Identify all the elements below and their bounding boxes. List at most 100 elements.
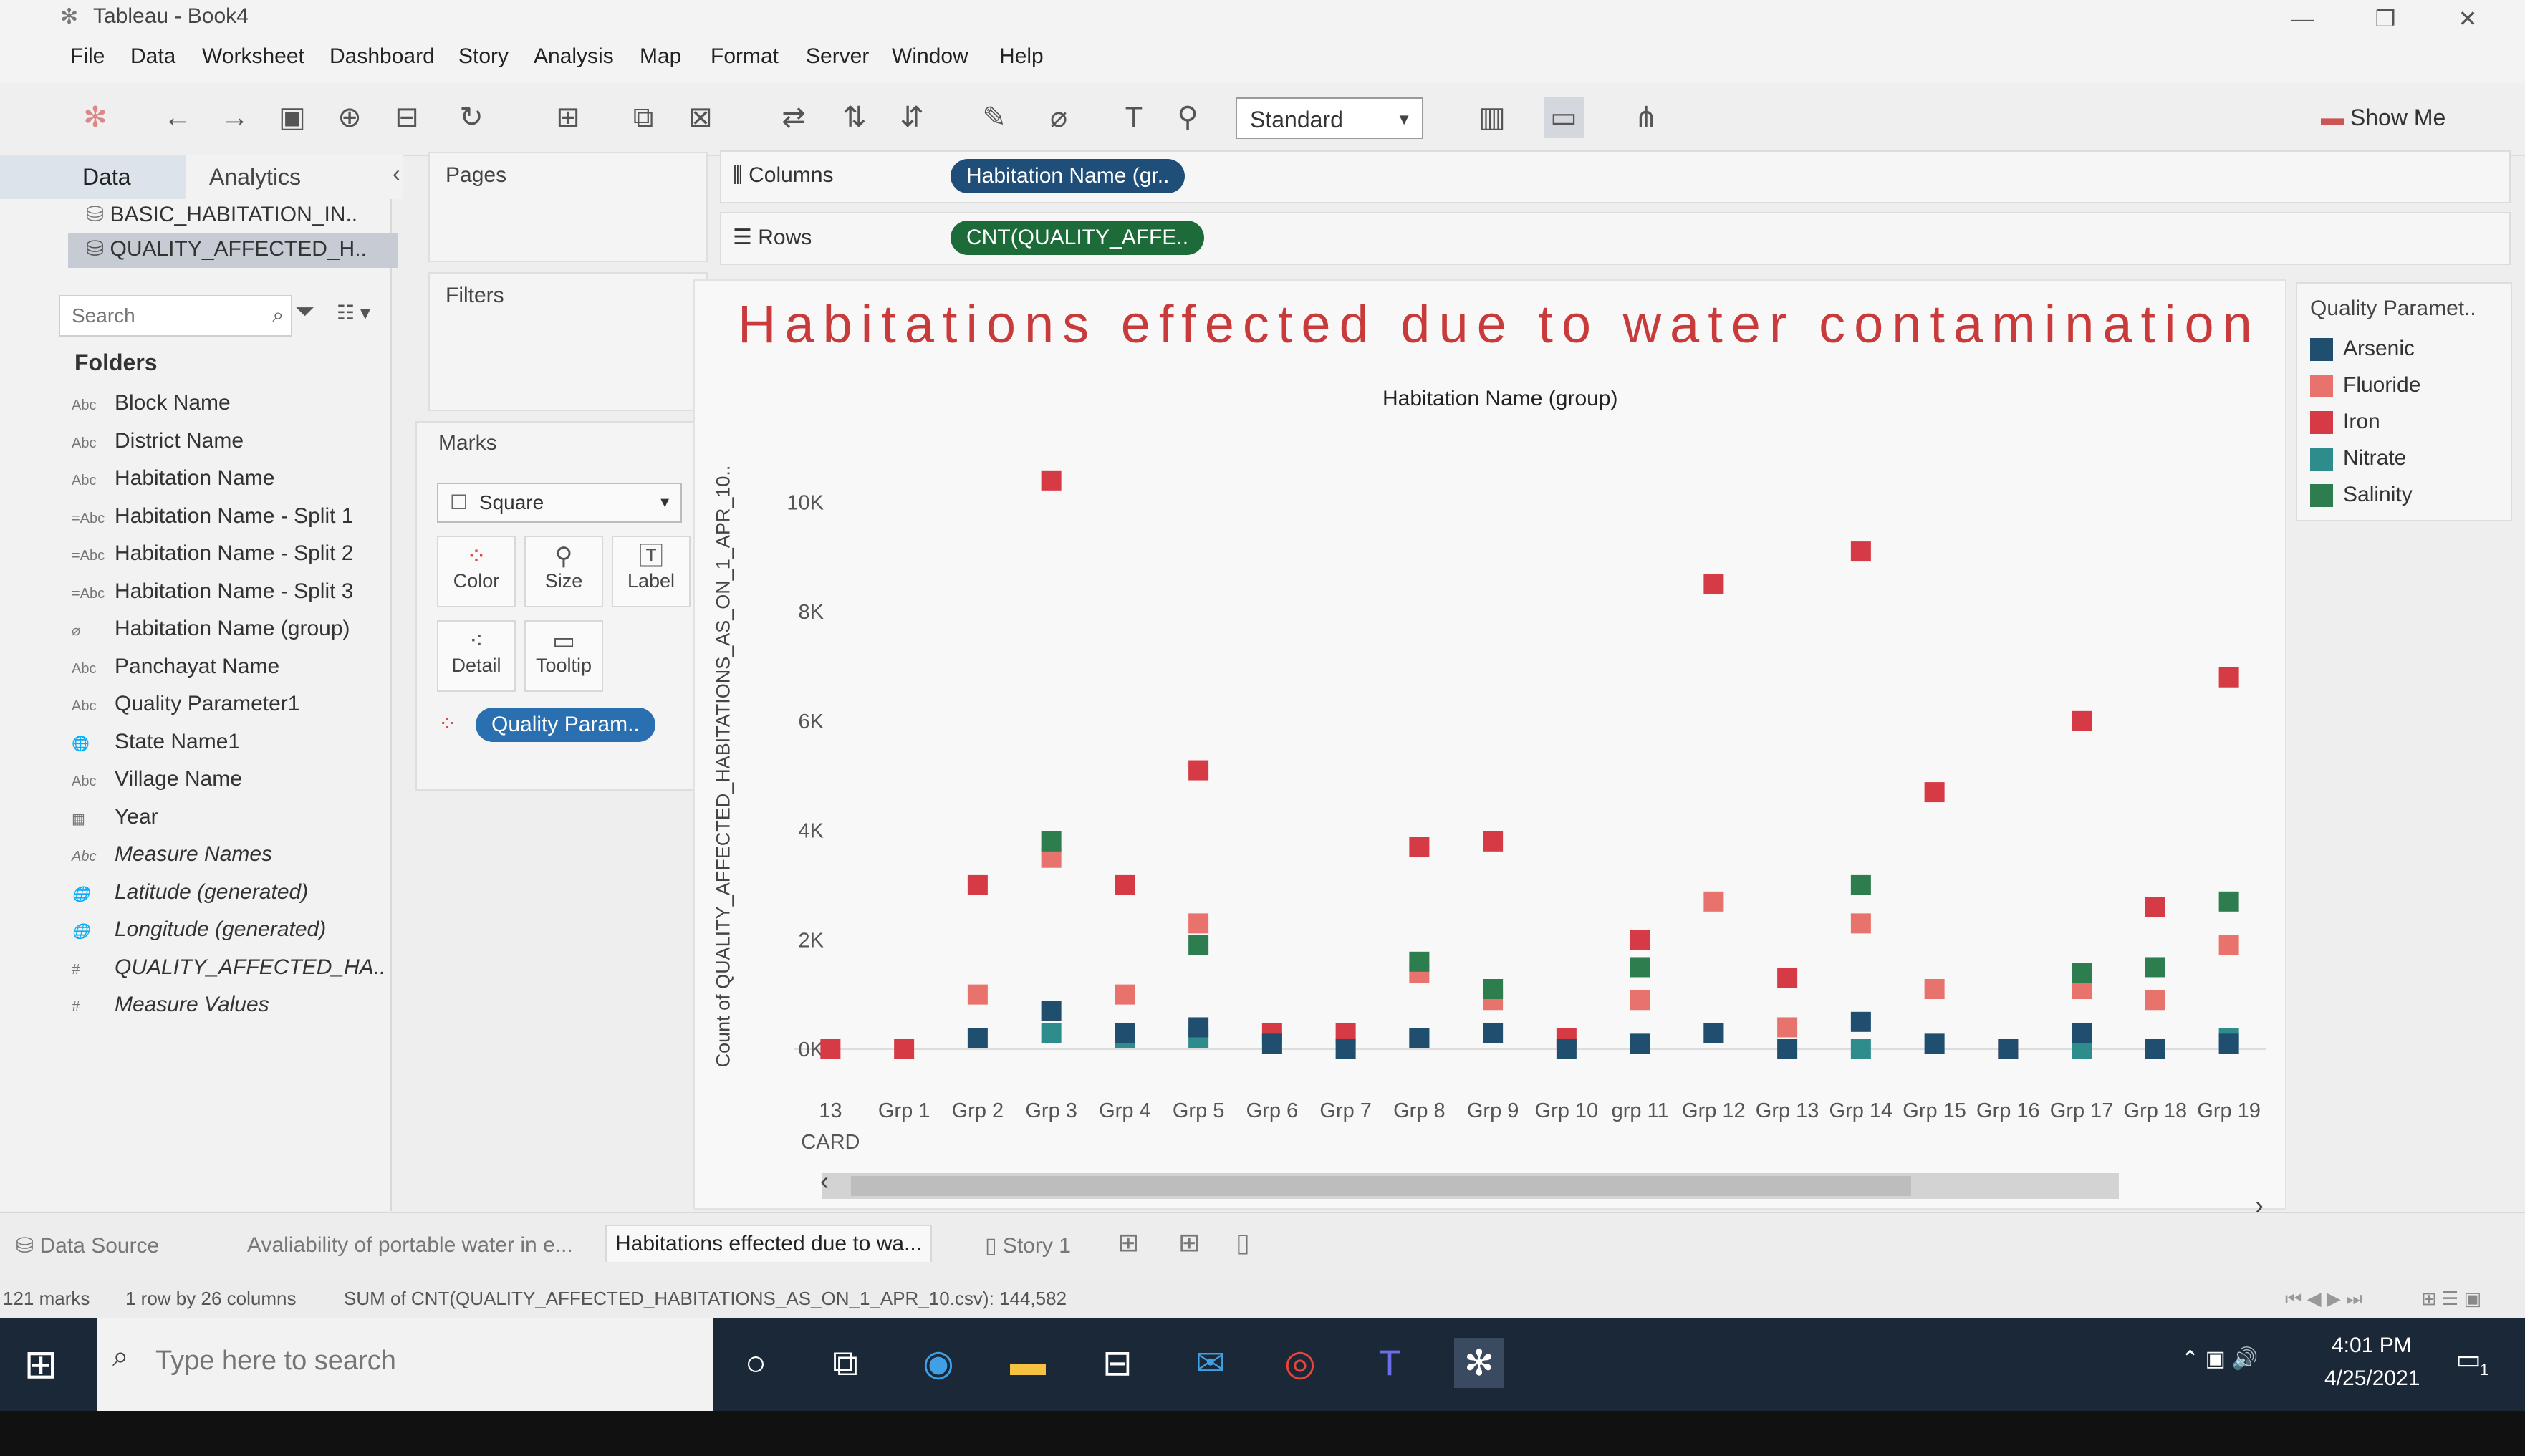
swap-rows-columns-icon[interactable]: ⇄	[781, 102, 806, 133]
new-worksheet-tab-icon[interactable]: ⊞	[1117, 1228, 1140, 1257]
legend-item[interactable]: Arsenic	[2310, 337, 2415, 362]
menu-file[interactable]: File	[70, 44, 105, 68]
datasource-item[interactable]: ⛁ BASIC_HABITATION_IN..	[86, 203, 358, 226]
undo-icon[interactable]: ←	[163, 102, 192, 133]
mark-salinity[interactable]	[1409, 951, 1430, 972]
legend-item[interactable]: Fluoride	[2310, 373, 2420, 398]
mark-iron[interactable]	[1188, 760, 1209, 781]
mark-arsenic[interactable]	[1188, 1017, 1209, 1038]
mark-salinity[interactable]	[1041, 831, 1062, 852]
menu-map[interactable]: Map	[640, 44, 682, 68]
rows-shelf[interactable]: ☰ Rows CNT(QUALITY_AFFE..	[720, 212, 2511, 265]
tab-data[interactable]: Data	[0, 155, 186, 199]
mark-arsenic[interactable]	[1924, 1033, 1945, 1054]
field-item[interactable]: Abc Panchayat Name	[72, 655, 279, 679]
rows-pill[interactable]: CNT(QUALITY_AFFE..	[951, 221, 1205, 255]
color-button[interactable]: ⁘ Color	[437, 536, 516, 607]
mark-salinity[interactable]	[1483, 979, 1504, 999]
mark-iron[interactable]	[1850, 541, 1871, 562]
field-item[interactable]: # Measure Values	[72, 993, 269, 1017]
quality-param-pill[interactable]: Quality Param..	[476, 708, 655, 742]
mark-fluoride[interactable]	[1630, 990, 1650, 1011]
detail-button[interactable]: ⁖ Detail	[437, 620, 516, 692]
group-members-icon[interactable]: ⌀	[1049, 102, 1068, 133]
mark-arsenic[interactable]	[1483, 1023, 1504, 1043]
mark-iron[interactable]	[1924, 782, 1945, 803]
show-labels-icon[interactable]: T	[1125, 102, 1143, 133]
file-explorer-icon[interactable]: ▬	[1010, 1343, 1046, 1383]
clock-date[interactable]: 4/25/2021	[2324, 1366, 2420, 1390]
tab-data-source[interactable]: ⛁ Data Source	[16, 1234, 160, 1258]
field-item[interactable]: =Abc Habitation Name - Split 1	[72, 504, 354, 529]
datasource-item-selected[interactable]: ⛁ QUALITY_AFFECTED_H..	[86, 237, 367, 261]
mark-fluoride[interactable]	[2218, 935, 2239, 955]
menu-server[interactable]: Server	[806, 44, 870, 68]
mark-iron[interactable]	[1409, 837, 1430, 857]
menu-data[interactable]: Data	[130, 44, 176, 68]
legend-item[interactable]: Iron	[2310, 410, 2380, 435]
mark-iron[interactable]	[894, 1039, 915, 1059]
collapse-pane-icon[interactable]: ‹	[393, 160, 400, 186]
field-item[interactable]: # QUALITY_AFFECTED_HA..	[72, 955, 385, 980]
new-datasource-icon[interactable]: ⊕	[337, 102, 362, 133]
mark-iron[interactable]	[820, 1039, 841, 1059]
menu-format[interactable]: Format	[711, 44, 779, 68]
tooltip-button[interactable]: ▭ Tooltip	[524, 620, 603, 692]
mark-salinity[interactable]	[1630, 957, 1650, 978]
windows-start-icon[interactable]: ⊞	[24, 1341, 58, 1387]
presentation-mode-icon[interactable]: ▭	[1544, 97, 1584, 138]
mark-fluoride[interactable]	[1188, 913, 1209, 934]
label-button[interactable]: 🅃 Label	[612, 536, 691, 607]
field-item[interactable]: Abc Quality Parameter1	[72, 692, 299, 716]
mark-iron[interactable]	[2145, 897, 2165, 917]
mark-arsenic[interactable]	[967, 1028, 988, 1048]
mark-arsenic[interactable]	[1261, 1033, 1282, 1054]
save-icon[interactable]: ▣	[279, 102, 306, 133]
minimize-button[interactable]: —	[2291, 6, 2314, 32]
field-item[interactable]: Abc District Name	[72, 429, 244, 453]
mark-iron[interactable]	[1115, 874, 1135, 895]
taskbar-search[interactable]: ⌕	[97, 1318, 713, 1411]
field-item[interactable]: =Abc Habitation Name - Split 3	[72, 579, 354, 604]
teams-icon[interactable]: T	[1378, 1343, 1401, 1383]
mark-arsenic[interactable]	[1850, 1011, 1871, 1032]
tableau-taskbar-icon[interactable]: ✻	[1454, 1338, 1504, 1388]
share-icon[interactable]: ⋔	[1634, 102, 1658, 133]
menu-window[interactable]: Window	[892, 44, 968, 68]
tableau-home-icon[interactable]: ✻	[83, 102, 107, 133]
mark-salinity[interactable]	[1188, 935, 1209, 955]
show-cards-icon[interactable]: ▥	[1478, 102, 1506, 133]
mark-arsenic[interactable]	[1703, 1023, 1724, 1043]
mark-fluoride[interactable]	[1850, 913, 1871, 934]
mark-iron[interactable]	[1483, 831, 1504, 852]
mark-iron[interactable]	[1777, 968, 1798, 988]
sort-ascending-icon[interactable]: ⇅	[842, 102, 867, 133]
mark-fluoride[interactable]	[2145, 990, 2165, 1011]
taskbar-search-input[interactable]	[154, 1345, 658, 1377]
tab-analytics[interactable]: Analytics	[188, 155, 403, 199]
field-item[interactable]: 🌐 Longitude (generated)	[72, 917, 326, 942]
close-button[interactable]: ✕	[2458, 6, 2478, 32]
clear-sheet-icon[interactable]: ⊠	[688, 102, 713, 133]
menu-help[interactable]: Help	[999, 44, 1044, 68]
mark-iron[interactable]	[1630, 930, 1650, 950]
menu-story[interactable]: Story	[458, 44, 509, 68]
mark-arsenic[interactable]	[1630, 1033, 1650, 1054]
new-dashboard-tab-icon[interactable]: ⊞	[1178, 1228, 1201, 1257]
columns-shelf[interactable]: ⫼ Columns Habitation Name (gr..	[720, 150, 2511, 203]
refresh-icon[interactable]: ↻	[459, 102, 484, 133]
mark-fluoride[interactable]	[1777, 1017, 1798, 1038]
mark-fluoride[interactable]	[967, 984, 988, 1005]
sheet-sorter-icons[interactable]: ⊞ ☰ ▣	[2421, 1288, 2482, 1309]
mark-salinity[interactable]	[2072, 963, 2092, 983]
field-item[interactable]: ▦ Year	[72, 805, 158, 829]
scatter-chart[interactable]: 0K 2K 4K 6K 8K 10K 13 CARD Grp 1 Grp 2 Grp 3 Grp 4 G…	[693, 401, 2284, 1203]
mark-arsenic[interactable]	[1335, 1039, 1356, 1059]
chrome-icon[interactable]: ◎	[1284, 1343, 1316, 1383]
highlight-icon[interactable]: ✎	[982, 102, 1006, 133]
store-icon[interactable]: ⊟	[1102, 1343, 1132, 1383]
field-item[interactable]: 🌐 State Name1	[72, 730, 240, 754]
mark-nitrate[interactable]	[1041, 1023, 1062, 1043]
mark-arsenic[interactable]	[1041, 1001, 1062, 1021]
fix-axes-icon[interactable]: ⚲	[1177, 102, 1198, 133]
